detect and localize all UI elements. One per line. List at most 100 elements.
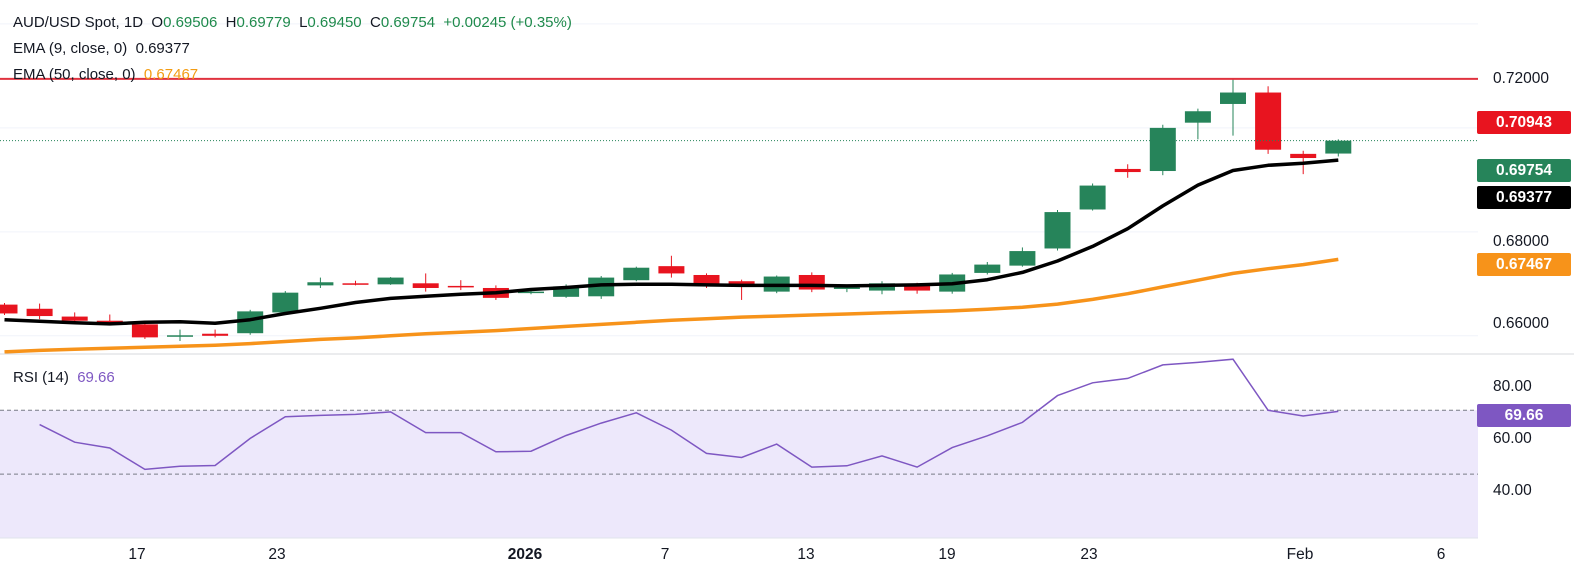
- time-tick-label: 23: [1080, 546, 1098, 563]
- candle: [1079, 183, 1106, 211]
- time-tick-label: 6: [1436, 546, 1446, 563]
- candle-body: [588, 277, 615, 297]
- candle-body: [623, 267, 650, 281]
- candle-body: [26, 308, 53, 317]
- candle-body: [728, 281, 755, 286]
- ema9-price-tag: 0.69377: [1477, 186, 1571, 209]
- candle: [974, 261, 1001, 275]
- candle: [1009, 247, 1036, 267]
- candle: [202, 329, 229, 338]
- candle-body: [1114, 168, 1141, 173]
- candle-body: [658, 266, 685, 274]
- candle-body: [412, 283, 439, 288]
- candle-body: [307, 282, 334, 286]
- candle-body: [1255, 92, 1282, 150]
- candle: [272, 291, 299, 313]
- candle-body: [1009, 251, 1036, 266]
- time-tick-label: 23: [268, 546, 286, 563]
- ema50-layer: [4, 257, 1339, 354]
- candle-body: [342, 283, 369, 285]
- candle: [1114, 164, 1141, 178]
- rsi-pane: [0, 358, 1478, 539]
- symbol-label: AUD/USD Spot, 1D: [13, 14, 144, 31]
- candle-body: [1079, 185, 1106, 210]
- candles-layer: [0, 79, 1352, 342]
- candle-body: [974, 264, 1001, 273]
- high-value: 0.69779: [236, 14, 291, 31]
- candle-body: [904, 285, 931, 291]
- candle: [131, 323, 158, 339]
- candle: [0, 303, 18, 316]
- candle-body: [1290, 153, 1317, 159]
- rsi-tick-label: 40.00: [1493, 482, 1532, 499]
- candle: [61, 312, 88, 322]
- candle-body: [833, 287, 860, 289]
- candle-body: [202, 333, 229, 336]
- ema50-line: [4, 257, 1339, 354]
- candle: [26, 303, 53, 320]
- candle-body: [61, 316, 88, 321]
- change-value: +0.00245 (+0.35%): [443, 14, 572, 31]
- ema50-value: 0.67467: [143, 66, 199, 83]
- time-tick-label: 2026: [507, 546, 543, 563]
- candle: [588, 276, 615, 299]
- candle-body: [1149, 127, 1176, 172]
- last-price-tag: 0.69754: [1477, 159, 1571, 182]
- candle-body: [518, 291, 544, 294]
- candle-body: [553, 286, 580, 297]
- time-tick-label: 19: [938, 546, 956, 563]
- high-label: H: [225, 14, 237, 31]
- ema50-legend: EMA (50, close, 0) 0.67467: [13, 66, 198, 84]
- time-tick-label: 17: [128, 546, 146, 563]
- rsi-legend: RSI (14) 69.66: [13, 369, 115, 387]
- candle-body: [272, 292, 299, 313]
- open-value: 0.69506: [163, 14, 218, 31]
- level-lines-layer: [0, 77, 1478, 142]
- price-tick-label: 0.68000: [1493, 233, 1550, 250]
- candle-body: [1184, 111, 1211, 123]
- candle-body: [447, 285, 474, 288]
- candle-body: [131, 324, 158, 338]
- candle: [1149, 124, 1176, 176]
- candle: [1255, 86, 1282, 154]
- price-tick-label: 0.72000: [1493, 70, 1550, 87]
- time-tick-label: 13: [797, 546, 815, 563]
- time-tick-label: 7: [660, 546, 670, 563]
- ema50-price-tag: 0.67467: [1477, 253, 1571, 276]
- ema50-label: EMA (50, close, 0): [13, 66, 136, 83]
- candle: [307, 277, 334, 288]
- ema9-legend: EMA (9, close, 0) 0.69377: [13, 40, 190, 58]
- ema9-line: [4, 158, 1339, 326]
- price-grid: [0, 23, 1478, 337]
- candle: [1184, 108, 1211, 140]
- ema9-layer: [4, 158, 1339, 326]
- candle-body: [167, 335, 193, 337]
- candle-body: [1325, 140, 1352, 154]
- candle: [167, 329, 193, 342]
- low-label: L: [299, 14, 308, 31]
- close-value: 0.69754: [380, 14, 436, 31]
- ohlc-legend: AUD/USD Spot, 1D O0.69506 H0.69779 L0.69…: [13, 14, 572, 32]
- candle: [798, 272, 825, 293]
- ema9-value: 0.69377: [135, 40, 190, 57]
- candle: [869, 281, 895, 295]
- candle: [728, 279, 755, 300]
- rsi-line: [39, 358, 1339, 471]
- rsi-tick-label: 80.00: [1493, 378, 1532, 395]
- open-label: O: [151, 14, 164, 31]
- candle-body: [1220, 92, 1246, 104]
- candle: [623, 266, 650, 282]
- candle: [1044, 210, 1071, 251]
- rsi-tick-label: 60.00: [1493, 430, 1532, 447]
- candle-body: [0, 304, 18, 314]
- candle: [377, 277, 404, 285]
- candle: [1325, 139, 1352, 157]
- rsi-value: 69.66: [77, 369, 115, 386]
- price-tick-label: 0.66000: [1493, 315, 1550, 332]
- low-value: 0.69450: [307, 14, 362, 31]
- candle-body: [377, 277, 404, 285]
- rsi-value-tag: 69.66: [1477, 404, 1571, 427]
- candle: [658, 255, 685, 278]
- time-tick-label: Feb: [1286, 546, 1314, 563]
